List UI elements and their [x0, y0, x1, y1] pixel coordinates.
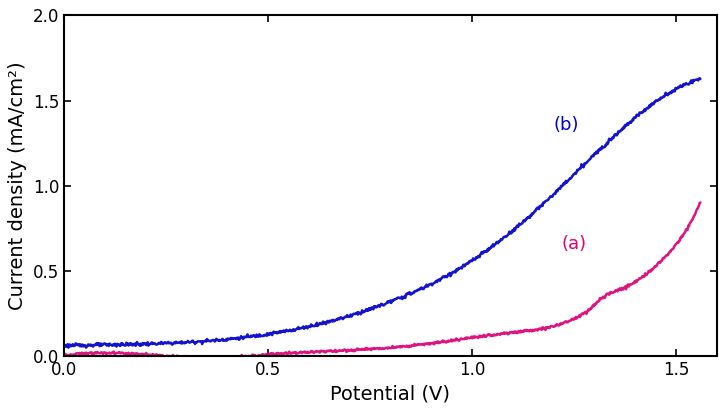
Text: (a): (a) [562, 235, 587, 253]
X-axis label: Potential (V): Potential (V) [331, 385, 450, 404]
Y-axis label: Current density (mA/cm²): Current density (mA/cm²) [8, 61, 28, 310]
Text: (b): (b) [553, 115, 579, 133]
